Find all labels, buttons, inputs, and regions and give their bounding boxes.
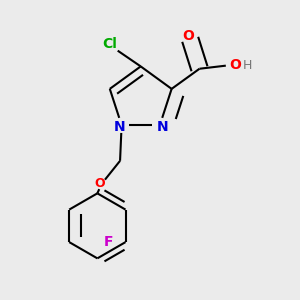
Text: O: O <box>183 29 195 43</box>
Text: O: O <box>230 58 242 72</box>
Text: N: N <box>157 120 168 134</box>
Text: N: N <box>113 120 125 134</box>
Text: O: O <box>94 177 105 190</box>
Text: H: H <box>243 58 252 71</box>
Text: F: F <box>103 235 113 249</box>
Text: Cl: Cl <box>102 37 117 51</box>
